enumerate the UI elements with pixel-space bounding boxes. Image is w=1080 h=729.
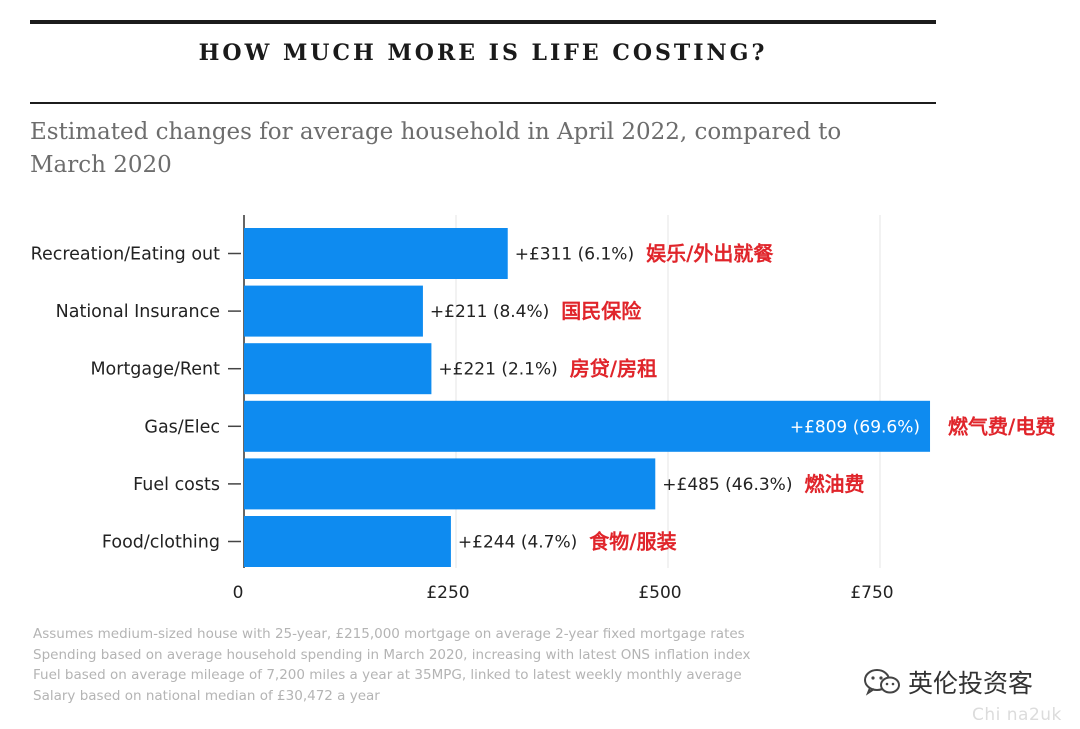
x-tick-label: £250 [426,583,469,603]
footnote: Spending based on average household spen… [33,646,751,663]
footnote: Salary based on national median of £30,4… [33,687,380,704]
footnotes: Assumes medium-sized house with 25-year,… [33,624,833,706]
x-tick-label: 0 [233,583,244,603]
watermark-brand: 英伦投资客 [862,664,1033,700]
title-rule [30,102,936,104]
bar [244,228,508,279]
category-label: Mortgage/Rent [90,360,220,380]
chinese-annotation: 燃油费 [804,472,864,496]
category-label: Recreation/Eating out [31,245,221,265]
bar [244,400,931,452]
footnote: Assumes medium-sized house with 25-year,… [33,626,745,642]
category-label: Fuel costs [133,475,220,495]
bar [244,343,432,395]
data-label: +£809 (69.6%) [790,417,920,437]
category-label: National Insurance [56,302,220,322]
x-tick-label: £500 [638,583,681,603]
data-label: +£311 (6.1%) [515,245,634,265]
bar [244,285,423,337]
bar [244,458,656,510]
chinese-annotation: 食物/服装 [589,530,676,554]
x-tick-label: £750 [850,583,893,603]
chart-subtitle: Estimated changes for average household … [30,119,842,178]
data-label: +£211 (8.4%) [430,302,549,322]
wechat-icon [864,669,900,696]
category-label: Gas/Elec [144,417,220,437]
bar [244,516,451,567]
chinese-annotation: 国民保险 [561,299,642,323]
chart-title: HOW MUCH MORE IS LIFE COSTING? [198,40,768,66]
category-label: Food/clothing [102,533,220,553]
data-label: +£244 (4.7%) [458,533,577,553]
chinese-annotation: 房贷/房租 [570,357,657,381]
data-label: +£221 (2.1%) [438,360,557,380]
top-rule [30,20,936,24]
watermark-site: Chi na2uk [972,705,1062,725]
data-label: +£485 (46.3%) [662,475,792,495]
footnote: Fuel based on average mileage of 7,200 m… [33,667,742,683]
chinese-annotation: 燃气费/电费 [948,414,1055,438]
chinese-annotation: 娱乐/外出就餐 [646,242,774,266]
watermark-brand-text: 英伦投资客 [908,669,1034,698]
bar-chart: 0 £250 £500 £750 Recreation/Eating out +£311 … [31,215,1055,603]
